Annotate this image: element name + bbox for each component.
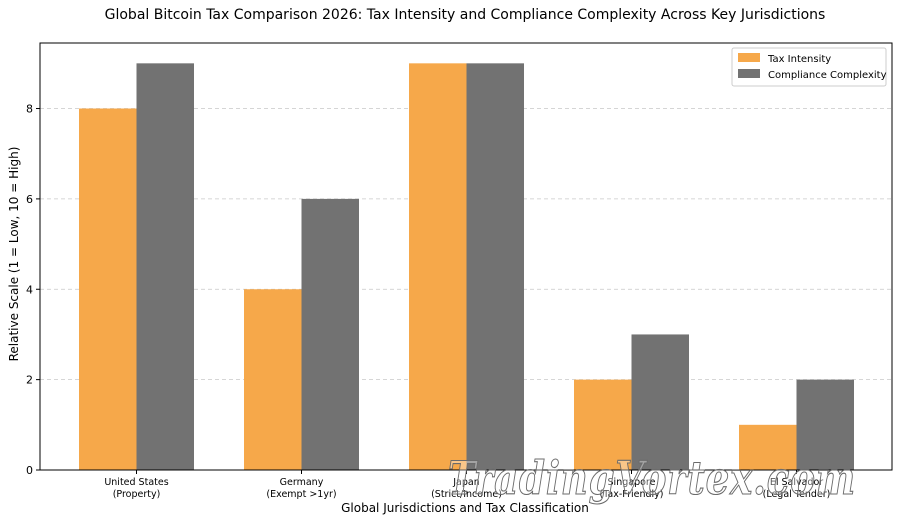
bar-tax-intensity (739, 424, 797, 470)
x-tick-label: Germany (280, 477, 324, 488)
x-tick-label: (Tax-Friendly) (600, 489, 664, 500)
y-axis-label: Relative Scale (1 = Low, 10 = High) (7, 147, 21, 362)
x-ticks: United States(Property) Germany(Exempt >1… (104, 470, 830, 500)
bar-tax-intensity (79, 108, 137, 470)
legend-swatch-compliance-complexity (738, 69, 760, 78)
x-tick-label: (Property) (113, 489, 161, 500)
y-tick-label: 6 (26, 193, 33, 206)
y-tick-label: 2 (26, 374, 33, 387)
bar-compliance-complexity (631, 334, 689, 470)
bar-compliance-complexity (796, 379, 854, 470)
bars (79, 63, 854, 470)
chart-title: Global Bitcoin Tax Comparison 2026: Tax … (105, 7, 826, 23)
legend-frame (731, 47, 887, 87)
x-tick-label: (Strict/Income) (431, 489, 502, 500)
watermark-logo: TradingVortex.com (448, 451, 856, 505)
x-tick-label: Singapore (608, 477, 656, 488)
y-ticks: 0 2 4 6 8 (26, 103, 40, 477)
bar-tax-intensity (409, 63, 467, 470)
legend-swatch-tax-intensity (738, 53, 760, 62)
bar-compliance-complexity (301, 198, 359, 470)
x-tick-label: (Exempt >1yr) (266, 489, 336, 500)
legend-label-compliance-complexity: Compliance Complexity (768, 70, 887, 81)
legend-label-tax-intensity: Tax Intensity (767, 54, 831, 65)
x-axis-label: Global Jurisdictions and Tax Classificat… (341, 501, 589, 515)
x-tick-label: Japan (452, 477, 480, 488)
bar-compliance-complexity (466, 63, 524, 470)
x-tick-label: United States (104, 477, 168, 488)
bar-tax-intensity (244, 289, 302, 470)
y-tick-label: 0 (26, 464, 33, 477)
x-tick-label: El Salvador (770, 477, 823, 488)
y-tick-label: 4 (26, 283, 33, 296)
bar-tax-intensity (574, 379, 632, 470)
x-tick-label: (Legal Tender) (763, 489, 831, 500)
legend: Tax Intensity Compliance Complexity (731, 47, 887, 87)
bar-compliance-complexity (136, 63, 194, 470)
y-tick-label: 8 (26, 103, 33, 116)
